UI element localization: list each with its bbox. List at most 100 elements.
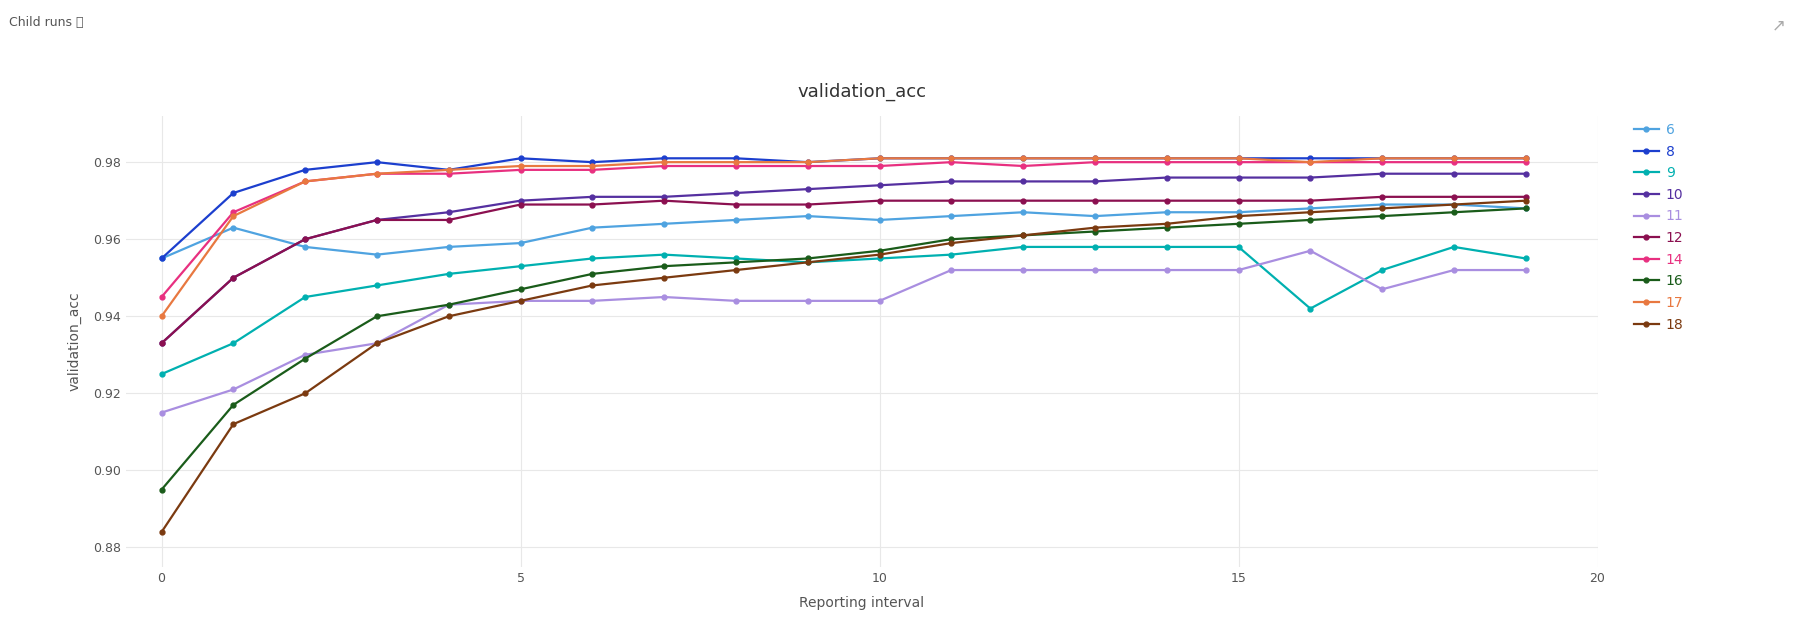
16	[1371, 213, 1393, 220]
10	[1371, 170, 1393, 178]
8	[1300, 155, 1321, 162]
11	[151, 409, 172, 417]
11	[653, 293, 675, 301]
17	[797, 158, 819, 166]
17	[725, 158, 747, 166]
12	[1300, 197, 1321, 205]
10	[294, 235, 316, 243]
8	[366, 158, 388, 166]
10	[1300, 174, 1321, 182]
16	[438, 301, 460, 308]
9	[653, 251, 675, 258]
14	[869, 162, 890, 170]
14	[1012, 162, 1034, 170]
16	[1443, 209, 1465, 216]
10	[797, 185, 819, 193]
8	[1012, 155, 1034, 162]
14	[1228, 158, 1249, 166]
9	[1012, 243, 1034, 251]
10	[1012, 178, 1034, 185]
12	[1084, 197, 1106, 205]
18	[1443, 201, 1465, 209]
18	[366, 339, 388, 347]
11	[366, 339, 388, 347]
14	[1515, 158, 1537, 166]
14	[223, 209, 244, 216]
18	[1300, 209, 1321, 216]
18	[1012, 231, 1034, 239]
14	[510, 166, 531, 174]
9	[725, 254, 747, 262]
6	[1443, 201, 1465, 209]
8	[510, 155, 531, 162]
10	[653, 193, 675, 201]
14	[151, 293, 172, 301]
Line: 12: 12	[160, 194, 1528, 346]
17	[1300, 158, 1321, 166]
17	[1012, 155, 1034, 162]
8	[869, 155, 890, 162]
18	[510, 297, 531, 305]
11	[941, 266, 962, 274]
18	[1084, 224, 1106, 232]
11	[1228, 266, 1249, 274]
11	[223, 386, 244, 393]
14	[941, 158, 962, 166]
Line: 14: 14	[160, 160, 1528, 299]
18	[151, 528, 172, 536]
11	[1300, 247, 1321, 254]
17	[582, 162, 603, 170]
18	[294, 390, 316, 397]
17	[294, 178, 316, 185]
8	[151, 254, 172, 262]
10	[1515, 170, 1537, 178]
9	[510, 262, 531, 270]
9	[1515, 254, 1537, 262]
18	[223, 421, 244, 428]
14	[1300, 158, 1321, 166]
12	[1443, 193, 1465, 201]
6	[510, 239, 531, 247]
8	[582, 158, 603, 166]
12	[725, 201, 747, 209]
14	[797, 162, 819, 170]
12	[1156, 197, 1178, 205]
12	[653, 197, 675, 205]
12	[151, 339, 172, 347]
9	[797, 258, 819, 266]
14	[366, 170, 388, 178]
14	[725, 162, 747, 170]
12	[1012, 197, 1034, 205]
11	[510, 297, 531, 305]
14	[1084, 158, 1106, 166]
6	[1012, 209, 1034, 216]
11	[582, 297, 603, 305]
Line: 17: 17	[160, 156, 1528, 319]
11	[797, 297, 819, 305]
11	[438, 301, 460, 308]
8	[653, 155, 675, 162]
18	[1371, 205, 1393, 213]
8	[438, 166, 460, 174]
9	[223, 339, 244, 347]
9	[151, 370, 172, 378]
Text: ↗: ↗	[1772, 16, 1786, 34]
9	[366, 281, 388, 289]
18	[438, 312, 460, 320]
12	[1228, 197, 1249, 205]
11	[1012, 266, 1034, 274]
11	[294, 351, 316, 359]
17	[1371, 155, 1393, 162]
18	[797, 258, 819, 266]
Line: 10: 10	[160, 171, 1528, 346]
14	[1443, 158, 1465, 166]
14	[1371, 158, 1393, 166]
14	[438, 170, 460, 178]
12	[510, 201, 531, 209]
Line: 8: 8	[160, 156, 1528, 261]
14	[294, 178, 316, 185]
18	[1228, 213, 1249, 220]
11	[869, 297, 890, 305]
10	[941, 178, 962, 185]
10	[151, 339, 172, 347]
